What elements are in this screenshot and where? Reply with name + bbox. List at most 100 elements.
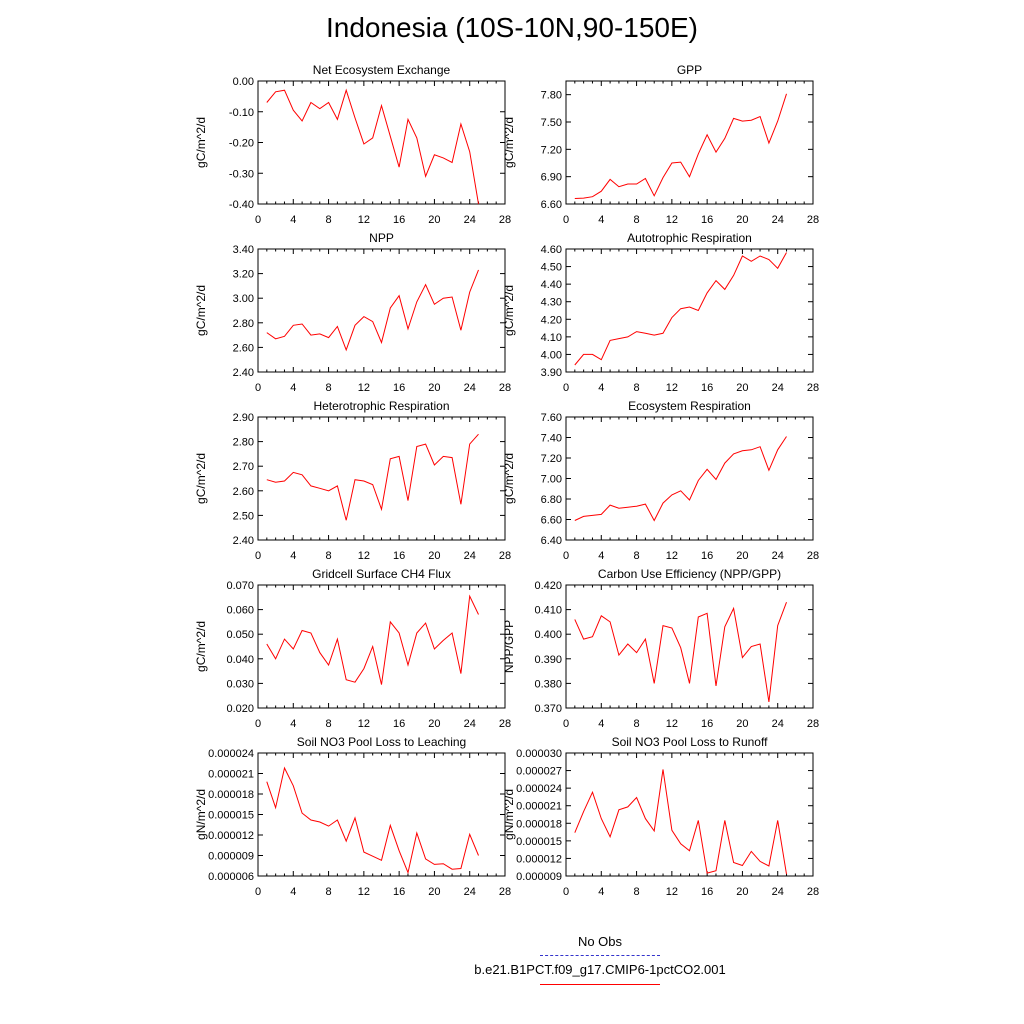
y-tick-label: 0.370 xyxy=(534,703,562,715)
y-tick-label: 7.20 xyxy=(541,453,562,465)
y-tick-label: 3.90 xyxy=(541,367,562,379)
y-tick-label: 0.380 xyxy=(534,678,562,690)
x-tick-label: 20 xyxy=(428,214,440,226)
plot-frame xyxy=(257,584,506,709)
y-tick-label: 0.020 xyxy=(226,703,254,715)
x-tick-label: 16 xyxy=(393,718,405,730)
legend-label-model: b.e21.B1PCT.f09_g17.CMIP6-1pctCO2.001 xyxy=(474,962,726,977)
chart-panel-2: NPP gC/m^2/d 0 4 8 12 16 20 24 28 3.40 3.20 3.00 2.80… xyxy=(194,231,511,394)
x-tick-label: 24 xyxy=(464,550,476,562)
x-tick-label: 24 xyxy=(464,382,476,394)
x-tick-label: 0 xyxy=(255,382,261,394)
y-tick-label: 0.410 xyxy=(534,605,562,617)
x-tick-label: 20 xyxy=(736,214,748,226)
plot-frame xyxy=(565,80,814,205)
y-tick-label: 6.60 xyxy=(541,199,562,211)
x-tick-label: 0 xyxy=(563,886,569,898)
plot-frame xyxy=(257,248,506,373)
x-tick-label: 8 xyxy=(326,886,332,898)
y-tick-label: 0.030 xyxy=(226,678,254,690)
x-tick-label: 16 xyxy=(701,382,713,394)
x-tick-label: 28 xyxy=(499,886,511,898)
y-tick-label: 0.000030 xyxy=(516,748,562,760)
y-tick-label: 2.40 xyxy=(233,367,254,379)
y-axis-label: gN/m^2/d xyxy=(194,789,208,840)
x-tick-label: 8 xyxy=(326,718,332,730)
series-line xyxy=(266,269,479,352)
y-tick-label: -0.40 xyxy=(229,199,254,211)
y-tick-label: 0.000009 xyxy=(208,851,254,863)
y-tick-label: 0.000006 xyxy=(208,871,254,883)
x-tick-label: 28 xyxy=(807,718,819,730)
x-tick-label: 8 xyxy=(634,550,640,562)
x-tick-label: 16 xyxy=(393,886,405,898)
x-tick-label: 12 xyxy=(666,214,678,226)
y-tick-label: 0.000018 xyxy=(208,789,254,801)
plot-frame xyxy=(565,752,814,877)
x-tick-label: 28 xyxy=(807,886,819,898)
x-tick-label: 20 xyxy=(736,718,748,730)
x-tick-label: 24 xyxy=(464,886,476,898)
y-tick-label: 2.60 xyxy=(233,342,254,354)
chart-panel-3: Autotrophic Respiration gC/m^2/d 0 4 8 12 16 20… xyxy=(502,231,819,394)
series-line xyxy=(574,252,787,366)
plot-frame xyxy=(257,416,506,541)
x-tick-label: 0 xyxy=(255,886,261,898)
x-tick-label: 12 xyxy=(666,382,678,394)
y-axis-label: gC/m^2/d xyxy=(194,285,208,336)
x-tick-label: 24 xyxy=(772,886,784,898)
y-tick-label: 4.40 xyxy=(541,279,562,291)
y-tick-label: -0.20 xyxy=(229,138,254,150)
y-tick-label: 6.90 xyxy=(541,172,562,184)
x-tick-label: 24 xyxy=(772,214,784,226)
x-tick-label: 28 xyxy=(499,718,511,730)
plot-frame xyxy=(565,248,814,373)
x-tick-label: 20 xyxy=(736,886,748,898)
x-tick-label: 16 xyxy=(393,382,405,394)
chart-panel-4: Heterotrophic Respiration gC/m^2/d 0 4 8 12 16… xyxy=(194,399,511,562)
x-tick-label: 20 xyxy=(736,382,748,394)
x-tick-label: 0 xyxy=(563,382,569,394)
x-tick-label: 16 xyxy=(701,550,713,562)
legend-line-no-obs xyxy=(540,955,660,956)
y-tick-label: 7.40 xyxy=(541,433,562,445)
x-tick-label: 16 xyxy=(701,214,713,226)
x-tick-label: 4 xyxy=(290,886,296,898)
legend-line-model xyxy=(540,984,660,985)
x-tick-label: 0 xyxy=(563,718,569,730)
y-tick-label: 0.000027 xyxy=(516,766,562,778)
y-tick-label: 7.60 xyxy=(541,412,562,424)
x-tick-label: 4 xyxy=(598,382,604,394)
panel-title: Carbon Use Efficiency (NPP/GPP) xyxy=(598,567,781,581)
y-tick-label: -0.30 xyxy=(229,168,254,180)
series-line xyxy=(574,436,787,522)
plot-frame xyxy=(565,416,814,541)
x-tick-label: 16 xyxy=(701,886,713,898)
y-tick-label: 2.80 xyxy=(233,318,254,330)
y-tick-label: 4.50 xyxy=(541,262,562,274)
x-tick-label: 0 xyxy=(255,718,261,730)
legend: No Obs b.e21.B1PCT.f09_g17.CMIP6-1pctCO2… xyxy=(400,930,800,1010)
y-tick-label: 0.000018 xyxy=(516,818,562,830)
x-tick-label: 28 xyxy=(499,214,511,226)
y-tick-label: 0.000015 xyxy=(208,810,254,822)
y-tick-label: 0.000021 xyxy=(516,801,562,813)
series-line xyxy=(266,594,479,685)
y-tick-label: -0.10 xyxy=(229,107,254,119)
x-tick-label: 4 xyxy=(290,550,296,562)
panel-title: Ecosystem Respiration xyxy=(628,399,751,413)
x-tick-label: 8 xyxy=(634,886,640,898)
chart-panel-6: Gridcell Surface CH4 Flux gC/m^2/d 0 4 8 12 16… xyxy=(194,567,511,730)
y-tick-label: 0.000012 xyxy=(516,853,562,865)
y-axis-label: gC/m^2/d xyxy=(502,285,516,336)
series-line xyxy=(266,766,479,875)
y-tick-label: 3.20 xyxy=(233,269,254,281)
y-tick-label: 4.20 xyxy=(541,314,562,326)
y-tick-label: 6.40 xyxy=(541,535,562,547)
x-tick-label: 12 xyxy=(666,550,678,562)
x-tick-label: 16 xyxy=(393,214,405,226)
y-tick-label: 0.000024 xyxy=(208,748,254,760)
chart-panel-9: Soil NO3 Pool Loss to Runoff gN/m^2/d 0 4 8 1… xyxy=(502,735,819,898)
y-tick-label: 0.000024 xyxy=(516,783,562,795)
x-tick-label: 8 xyxy=(326,382,332,394)
